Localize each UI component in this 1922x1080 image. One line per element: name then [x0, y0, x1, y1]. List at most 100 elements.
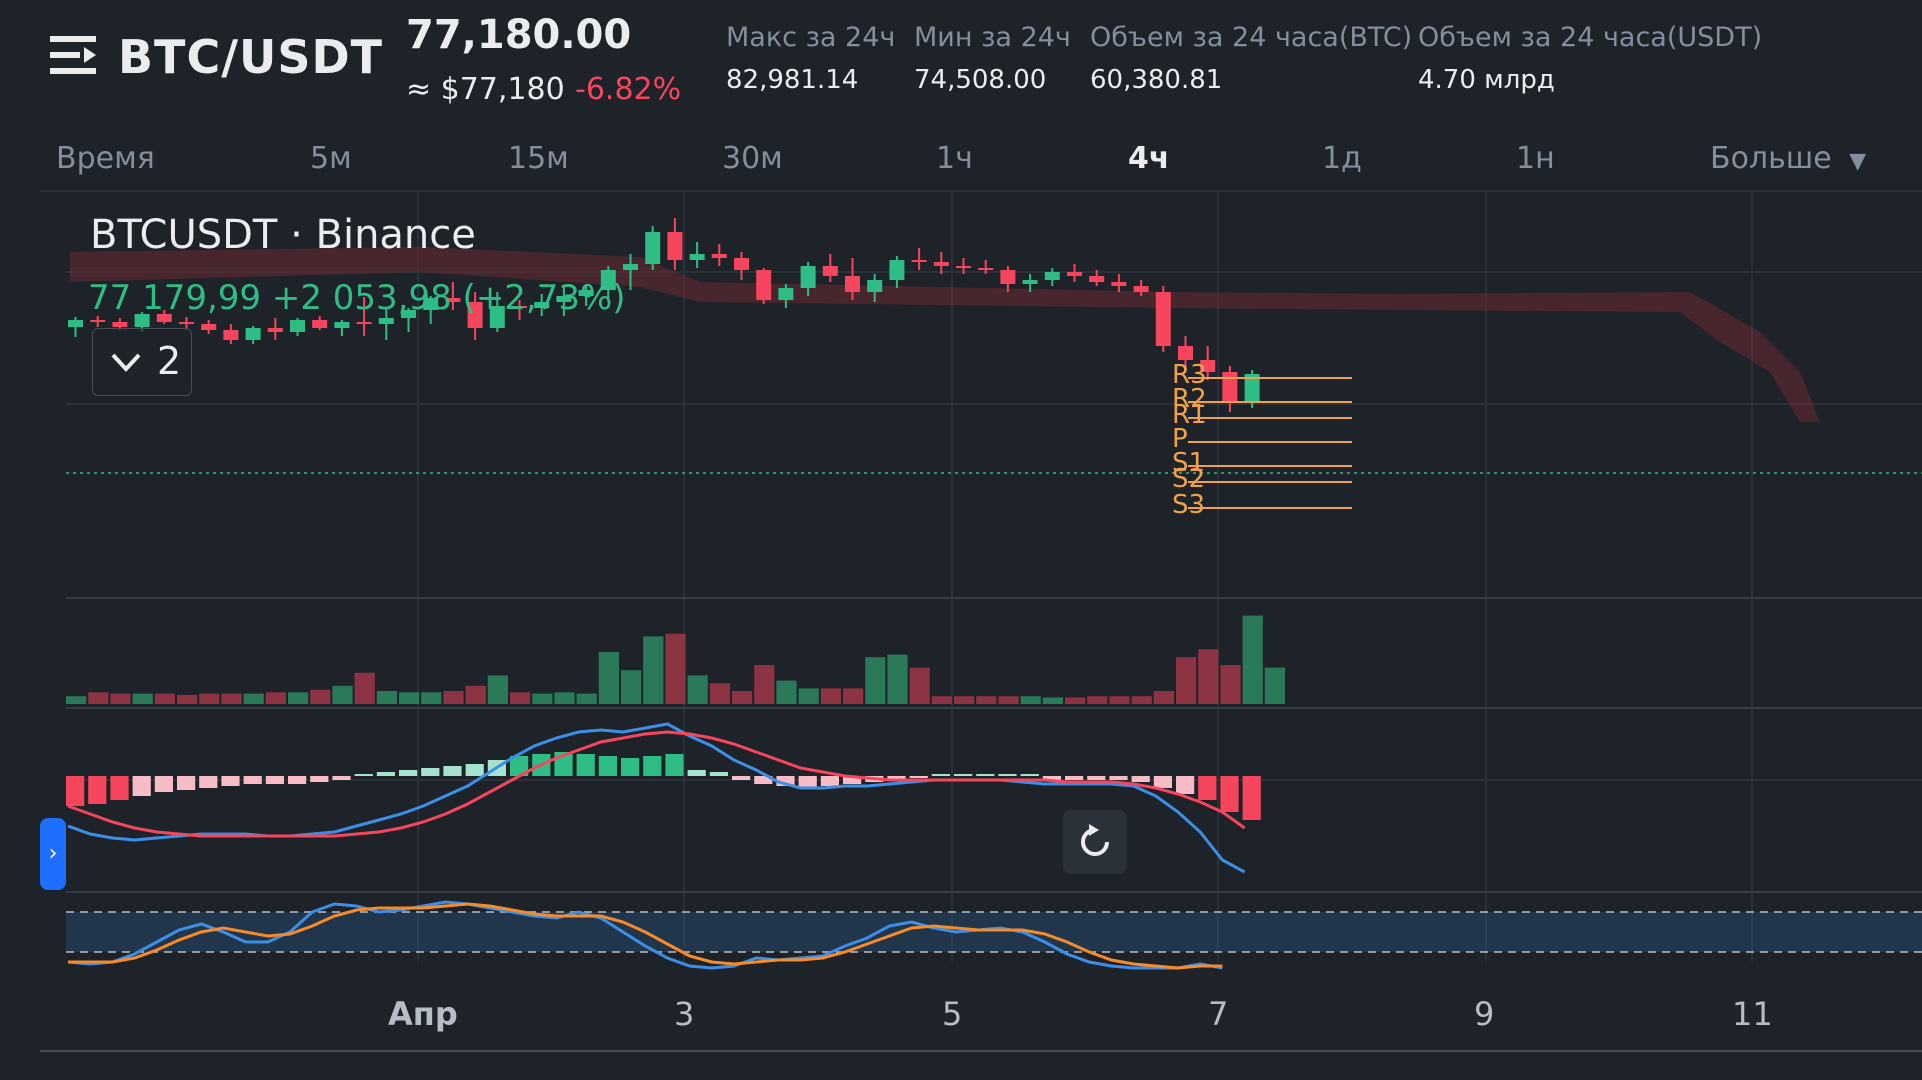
side-panel-handle[interactable]: › [40, 818, 66, 890]
volume-bar [820, 688, 841, 704]
macd-histogram-bar [177, 776, 196, 790]
macd-histogram-bar [665, 754, 684, 776]
candle-body [734, 258, 749, 270]
volume-bar [1264, 667, 1285, 704]
stat-volume-btc: Объем за 24 часа(BTC) 60,380.81 [1090, 22, 1412, 95]
indicators-collapse-button[interactable]: 2 [92, 328, 192, 396]
volume-bar [443, 691, 464, 704]
macd-histogram-bar [1198, 776, 1217, 800]
candle-body [489, 306, 505, 328]
macd-histogram-bar [354, 774, 373, 776]
tab-1h[interactable]: 1ч [936, 141, 973, 176]
volume-bar [487, 675, 508, 704]
volume-bar [665, 633, 686, 704]
candle-body [90, 320, 106, 322]
macd-histogram-bar [732, 776, 751, 780]
candle-body [534, 302, 550, 308]
candle-body [423, 298, 439, 310]
tab-15m[interactable]: 15м [508, 141, 569, 176]
candle-body [645, 232, 661, 264]
candle-body [1222, 372, 1238, 402]
macd-histogram-bar [510, 756, 529, 776]
macd-histogram-bar [443, 766, 462, 776]
tab-1d[interactable]: 1д [1322, 141, 1362, 176]
candle-body [1133, 286, 1149, 292]
pivot-label: S3 [1172, 490, 1206, 520]
volume-bar [510, 692, 531, 704]
volume-bar [66, 696, 87, 704]
pair-name[interactable]: BTC/USDT [118, 30, 384, 84]
candle-body [711, 254, 727, 258]
volume-bar [643, 636, 664, 704]
price-change: -6.82% [575, 72, 682, 107]
macd-histogram-bar [332, 776, 351, 780]
caret-down-icon: ▼ [1849, 149, 1867, 174]
price-usd: ≈ $77,180 [406, 72, 565, 107]
signal-line [67, 730, 1246, 838]
macd-histogram-bar [132, 776, 151, 796]
macd-histogram-bar [421, 768, 440, 776]
stoch-d-line [68, 902, 1223, 970]
macd-histogram-bar [1220, 776, 1239, 812]
candle-body [1111, 282, 1127, 286]
candle-body [578, 290, 594, 296]
macd-histogram-bar [1087, 776, 1106, 780]
price-chart[interactable] [0, 192, 1922, 992]
pivot-label: S2 [1172, 464, 1206, 494]
candle-body [267, 328, 283, 332]
reset-chart-button[interactable] [1063, 810, 1127, 874]
volume-bar [1198, 649, 1219, 704]
stat-label: Объем за 24 часа(BTC) [1090, 22, 1413, 53]
volume-bar [976, 696, 997, 704]
macd-histogram-bar [887, 776, 906, 780]
stat-volume-usdt: Объем за 24 часа(USDT) 4.70 млрд [1418, 22, 1762, 95]
pivot-label: P [1172, 424, 1188, 454]
candle-body [1000, 270, 1016, 284]
volume-bar [376, 691, 397, 704]
candle-body [1044, 272, 1060, 280]
volume-bar [154, 693, 175, 704]
volume-bar [243, 693, 264, 704]
volume-bar [310, 689, 331, 704]
volume-bar [776, 680, 797, 704]
volume-bar [687, 675, 708, 704]
tab-5m[interactable]: 5м [310, 141, 352, 176]
date-label: 3 [674, 995, 695, 1033]
tab-4h[interactable]: 4ч [1128, 141, 1170, 176]
candle-body [778, 288, 794, 300]
candle-body [978, 268, 994, 270]
volume-bar [887, 654, 908, 704]
candle-body [312, 320, 328, 328]
interval-tabs: Время 5м 15м 30м 1ч 4ч 1д 1н Больше ▼ [0, 135, 1922, 187]
candle-body [1089, 276, 1105, 282]
candle-body [467, 302, 483, 328]
volume-bar [954, 696, 975, 704]
volume-bar [221, 693, 242, 704]
candle-body [1067, 272, 1082, 276]
menu-icon[interactable] [50, 32, 96, 78]
tab-1w[interactable]: 1н [1516, 141, 1555, 176]
macd-histogram-bar [643, 756, 662, 776]
candle-body [822, 266, 838, 276]
date-label: 7 [1208, 995, 1229, 1033]
candle-body [689, 254, 705, 260]
stat-label: Мин за 24ч [914, 22, 1071, 53]
volume-bar [865, 657, 886, 704]
date-label: 11 [1732, 995, 1773, 1033]
macd-histogram-bar [1131, 776, 1150, 782]
volume-bar [265, 692, 286, 704]
tab-time[interactable]: Время [56, 141, 155, 176]
date-label: Апр [388, 995, 458, 1033]
candle-body [179, 322, 194, 324]
stat-high-24h: Макс за 24ч 82,981.14 [726, 22, 895, 95]
macd-histogram-bar [1242, 776, 1261, 820]
tab-30m[interactable]: 30м [722, 141, 783, 176]
stat-label: Макс за 24ч [726, 22, 896, 53]
tab-more[interactable]: Больше ▼ [1710, 141, 1866, 176]
volume-bar [931, 696, 952, 704]
chevron-down-icon [111, 353, 141, 372]
macd-histogram-bar [221, 776, 240, 786]
candle-body [911, 260, 927, 262]
macd-histogram-bar [621, 758, 640, 776]
volume-bar [1020, 696, 1041, 704]
